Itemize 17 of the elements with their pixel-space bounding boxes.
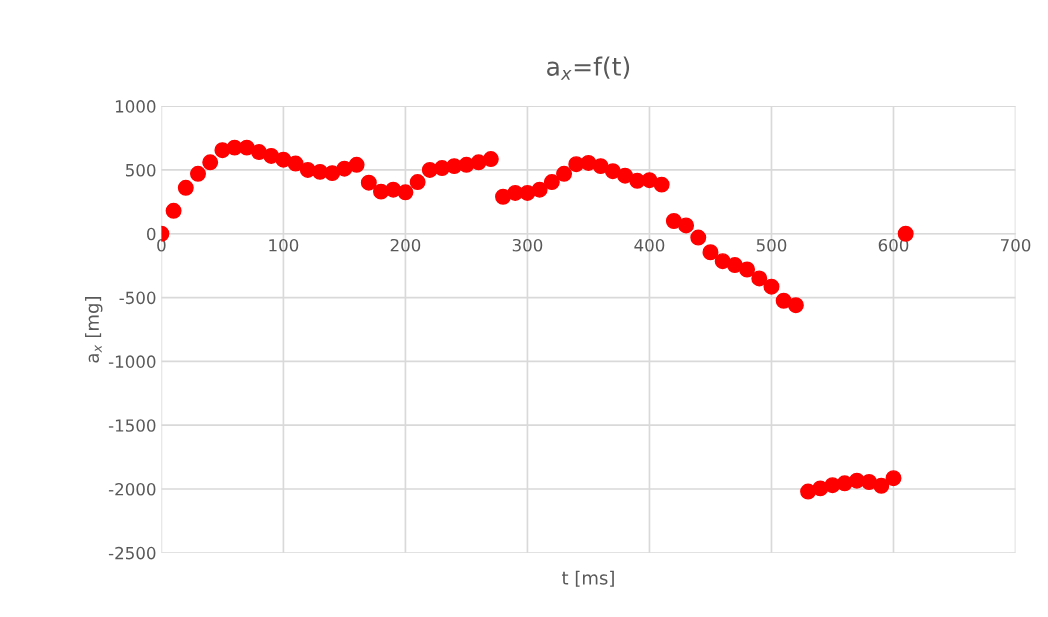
y-axis-title: a$_{x}$ [mg] bbox=[85, 297, 103, 363]
x-tick-label: 500 bbox=[756, 238, 787, 252]
y-tick-label: 0 bbox=[147, 227, 156, 241]
y-tick-label: 1000 bbox=[115, 100, 156, 113]
x-tick-label: 200 bbox=[390, 238, 421, 252]
y-tick-label: -1500 bbox=[108, 419, 156, 432]
y-tick-label: -500 bbox=[119, 291, 156, 305]
y-tick-label: 500 bbox=[126, 163, 156, 177]
x-axis-title: t [ms] bbox=[561, 570, 614, 587]
x-tick-label: 100 bbox=[269, 238, 299, 252]
y-tick-label: -2500 bbox=[108, 546, 156, 560]
x-tick-label: 700 bbox=[1000, 238, 1031, 252]
x-tick-label: 300 bbox=[512, 238, 543, 252]
chart-title: a$_{x}$=f(t) bbox=[547, 56, 630, 80]
y-tick-label: -2000 bbox=[108, 482, 156, 496]
y-tick-label: -1000 bbox=[108, 355, 156, 368]
x-tick-label: 400 bbox=[634, 238, 665, 252]
